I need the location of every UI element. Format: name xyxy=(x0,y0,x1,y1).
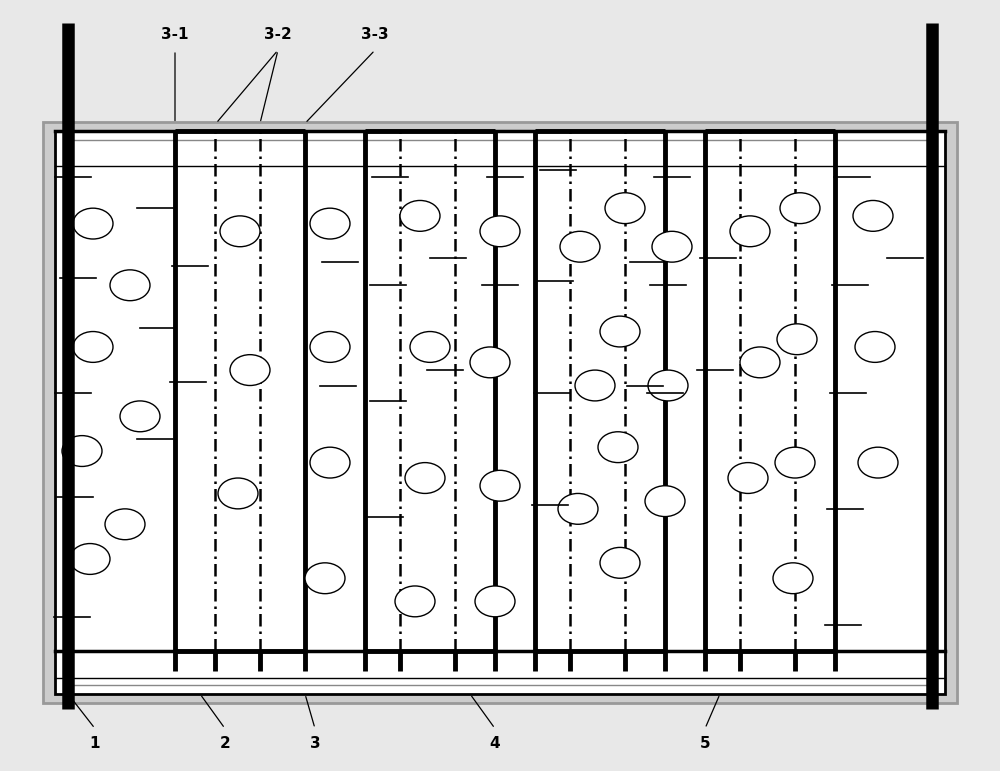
Circle shape xyxy=(105,509,145,540)
Text: 2: 2 xyxy=(220,736,230,751)
Circle shape xyxy=(853,200,893,231)
Circle shape xyxy=(480,470,520,501)
Circle shape xyxy=(230,355,270,386)
Circle shape xyxy=(410,332,450,362)
Circle shape xyxy=(728,463,768,493)
Circle shape xyxy=(73,208,113,239)
Circle shape xyxy=(575,370,615,401)
Circle shape xyxy=(600,547,640,578)
Circle shape xyxy=(773,563,813,594)
Circle shape xyxy=(740,347,780,378)
Circle shape xyxy=(475,586,515,617)
Circle shape xyxy=(405,463,445,493)
Circle shape xyxy=(598,432,638,463)
Circle shape xyxy=(777,324,817,355)
Circle shape xyxy=(120,401,160,432)
Circle shape xyxy=(310,332,350,362)
Circle shape xyxy=(858,447,898,478)
Circle shape xyxy=(310,447,350,478)
Circle shape xyxy=(855,332,895,362)
Circle shape xyxy=(305,563,345,594)
Text: 5: 5 xyxy=(700,736,710,751)
Circle shape xyxy=(652,231,692,262)
Text: 3-1: 3-1 xyxy=(161,28,189,42)
Circle shape xyxy=(310,208,350,239)
Text: 3: 3 xyxy=(310,736,320,751)
Circle shape xyxy=(220,216,260,247)
Circle shape xyxy=(730,216,770,247)
Circle shape xyxy=(480,216,520,247)
Circle shape xyxy=(470,347,510,378)
Circle shape xyxy=(218,478,258,509)
Circle shape xyxy=(62,436,102,466)
Circle shape xyxy=(605,193,645,224)
Text: 1: 1 xyxy=(90,736,100,751)
Text: 3-2: 3-2 xyxy=(264,28,292,42)
Bar xyxy=(55,131,945,694)
Circle shape xyxy=(400,200,440,231)
Text: 4: 4 xyxy=(490,736,500,751)
Circle shape xyxy=(600,316,640,347)
Circle shape xyxy=(70,544,110,574)
Circle shape xyxy=(73,332,113,362)
Text: 3-3: 3-3 xyxy=(361,28,389,42)
Circle shape xyxy=(558,493,598,524)
Bar xyxy=(67,140,933,685)
Circle shape xyxy=(648,370,688,401)
Circle shape xyxy=(395,586,435,617)
Circle shape xyxy=(780,193,820,224)
Bar xyxy=(43,122,957,703)
Circle shape xyxy=(645,486,685,517)
Circle shape xyxy=(560,231,600,262)
Circle shape xyxy=(775,447,815,478)
Circle shape xyxy=(110,270,150,301)
